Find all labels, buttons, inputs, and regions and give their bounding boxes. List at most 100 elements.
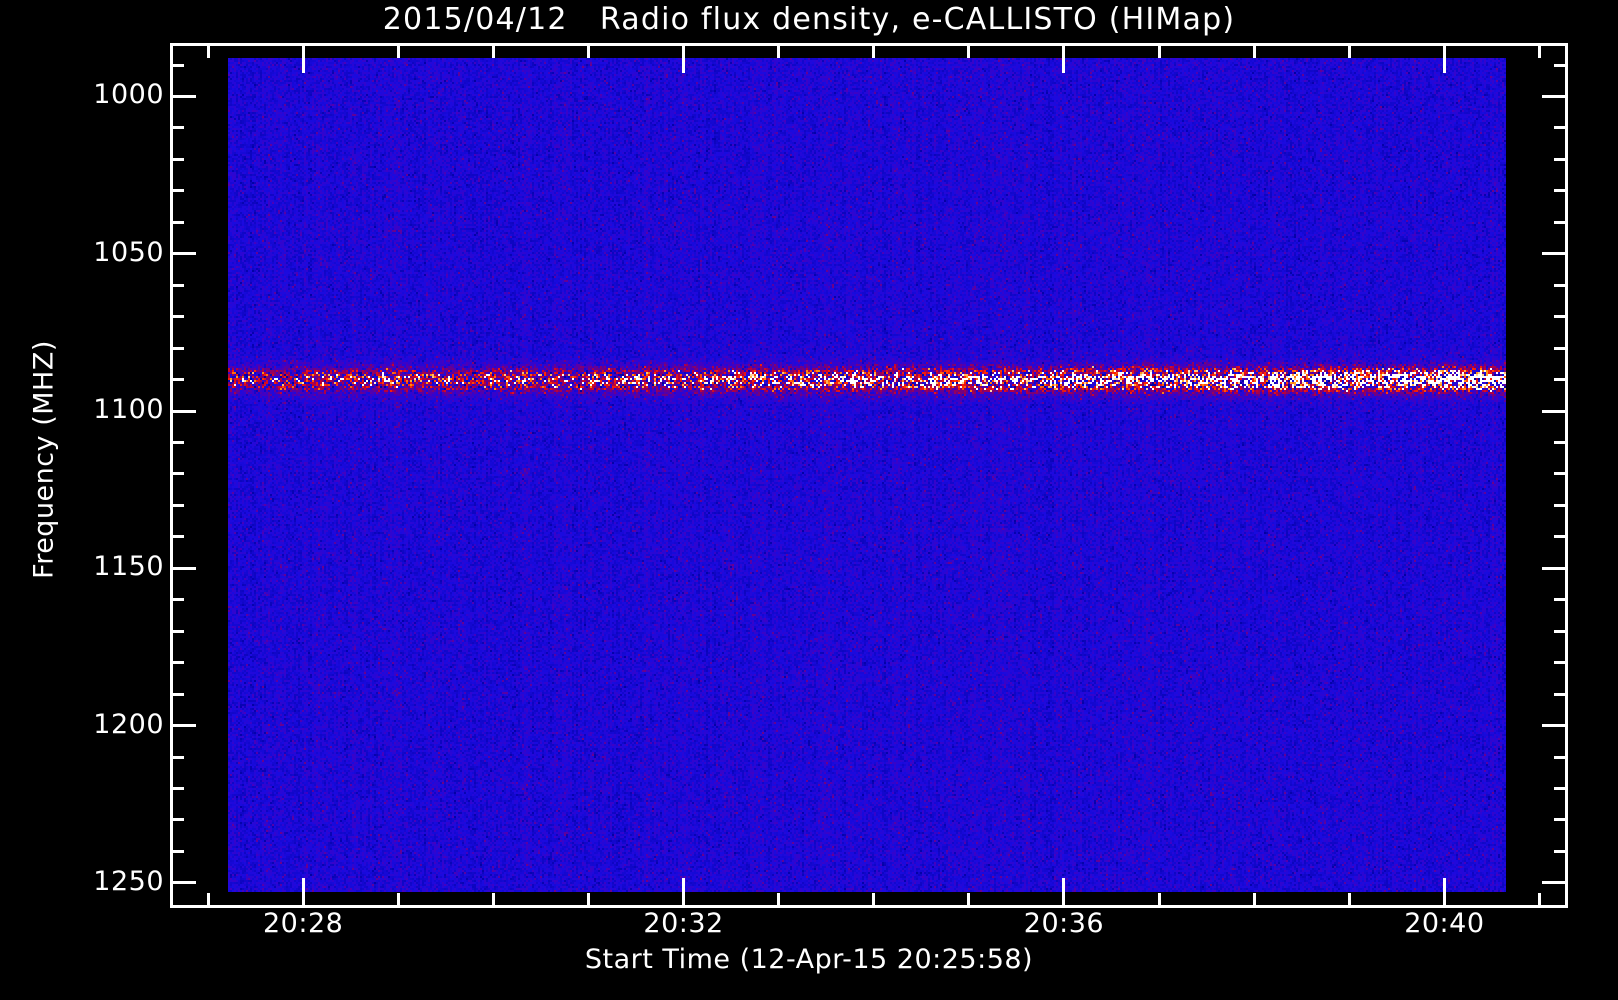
x-minor-tick-top [586, 43, 590, 58]
y-minor-tick-right [1554, 818, 1568, 822]
x-minor-tick-top [396, 43, 400, 58]
y-minor-tick-right [1554, 283, 1568, 287]
x-major-tick-top [301, 43, 305, 73]
y-major-tick-right [1542, 252, 1568, 256]
spectrogram-canvas [228, 58, 1506, 892]
x-tick-label: 20:32 [643, 908, 724, 939]
y-minor-tick [170, 346, 184, 350]
y-tick-label: 1250 [93, 865, 164, 897]
y-minor-tick-right [1554, 661, 1568, 665]
x-major-tick [1062, 878, 1066, 908]
axis-frame [170, 43, 1568, 908]
x-minor-tick [1347, 893, 1351, 908]
x-minor-tick [1252, 893, 1256, 908]
y-minor-tick-right [1554, 786, 1568, 790]
x-minor-tick-top [491, 43, 495, 58]
y-axis-title: Frequency (MHZ) [28, 340, 60, 579]
y-minor-tick-right [1554, 472, 1568, 476]
y-minor-tick [170, 315, 184, 319]
y-minor-tick [170, 629, 184, 633]
x-minor-tick [967, 893, 971, 908]
y-minor-tick-right [1554, 598, 1568, 602]
x-tick-label: 20:40 [1404, 908, 1485, 939]
x-minor-tick-top [206, 43, 210, 58]
y-minor-tick [170, 472, 184, 476]
x-minor-tick [1157, 893, 1161, 908]
x-major-tick-top [1062, 43, 1066, 73]
x-major-tick [1442, 878, 1446, 908]
y-minor-tick [170, 692, 184, 696]
y-major-tick [170, 252, 196, 256]
y-minor-tick-right [1554, 126, 1568, 130]
y-tick-label: 1000 [93, 79, 164, 111]
y-minor-tick [170, 786, 184, 790]
y-minor-tick [170, 503, 184, 507]
y-major-tick [170, 724, 196, 728]
x-tick-label: 20:28 [262, 908, 344, 939]
y-major-tick [170, 881, 196, 885]
y-minor-tick-right [1554, 440, 1568, 444]
x-minor-tick-top [777, 43, 781, 58]
y-minor-tick [170, 755, 184, 759]
y-minor-tick [170, 283, 184, 287]
x-minor-tick [1537, 893, 1541, 908]
y-minor-tick [170, 126, 184, 130]
x-minor-tick-top [967, 43, 971, 58]
y-minor-tick-right [1554, 189, 1568, 193]
y-minor-tick-right [1554, 503, 1568, 507]
x-minor-tick [396, 893, 400, 908]
x-minor-tick-top [872, 43, 876, 58]
y-minor-tick [170, 440, 184, 444]
y-minor-tick-right [1554, 535, 1568, 539]
y-tick-label: 1200 [93, 708, 164, 740]
y-minor-tick-right [1554, 157, 1568, 161]
x-major-tick-top [1442, 43, 1446, 73]
x-minor-tick [777, 893, 781, 908]
y-minor-tick-right [1554, 629, 1568, 633]
y-tick-label: 1050 [93, 236, 164, 268]
y-minor-tick [170, 849, 184, 853]
x-minor-tick [206, 893, 210, 908]
y-minor-tick-right [1554, 220, 1568, 224]
x-minor-tick [586, 893, 590, 908]
y-major-tick [170, 566, 196, 570]
y-minor-tick-right [1554, 315, 1568, 319]
x-minor-tick-top [1347, 43, 1351, 58]
x-minor-tick-top [1157, 43, 1161, 58]
x-axis-title: Start Time (12-Apr-15 20:25:58) [584, 944, 1034, 975]
y-minor-tick-right [1554, 378, 1568, 382]
page-title: 2015/04/12 Radio flux density, e-CALLIST… [382, 2, 1236, 37]
y-minor-tick [170, 661, 184, 665]
y-minor-tick [170, 220, 184, 224]
x-minor-tick-top [1537, 43, 1541, 58]
y-minor-tick-right [1554, 755, 1568, 759]
y-tick-label: 1100 [93, 394, 164, 426]
y-minor-tick [170, 157, 184, 161]
y-major-tick-right [1542, 409, 1568, 413]
y-major-tick-right [1542, 881, 1568, 885]
y-major-tick-right [1542, 94, 1568, 98]
x-minor-tick-top [1252, 43, 1256, 58]
y-minor-tick [170, 189, 184, 193]
x-tick-label: 20:36 [1023, 908, 1105, 939]
y-minor-tick [170, 598, 184, 602]
x-major-tick [301, 878, 305, 908]
y-minor-tick-right [1554, 692, 1568, 696]
x-minor-tick [872, 893, 876, 908]
x-minor-tick [491, 893, 495, 908]
y-major-tick-right [1542, 566, 1568, 570]
y-tick-label: 1150 [93, 551, 164, 583]
y-major-tick [170, 409, 196, 413]
x-major-tick-top [682, 43, 686, 73]
y-minor-tick-right [1554, 63, 1568, 67]
y-major-tick-right [1542, 724, 1568, 728]
y-minor-tick [170, 63, 184, 67]
y-minor-tick-right [1554, 849, 1568, 853]
y-minor-tick-right [1554, 346, 1568, 350]
y-major-tick [170, 94, 196, 98]
y-minor-tick [170, 818, 184, 822]
x-major-tick [682, 878, 686, 908]
y-minor-tick [170, 378, 184, 382]
y-minor-tick [170, 535, 184, 539]
